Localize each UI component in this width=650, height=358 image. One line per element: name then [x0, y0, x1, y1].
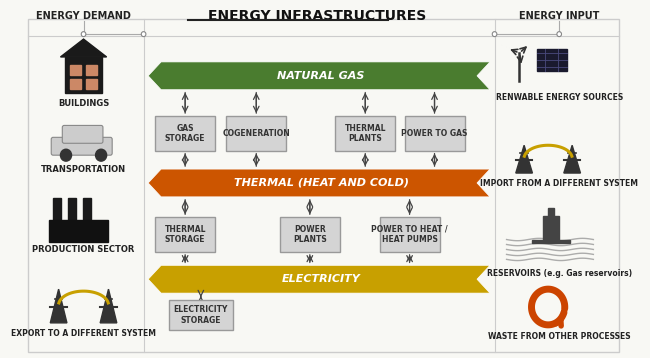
- Circle shape: [141, 32, 146, 37]
- FancyBboxPatch shape: [226, 116, 286, 151]
- FancyBboxPatch shape: [280, 217, 340, 252]
- Text: GAS
STORAGE: GAS STORAGE: [165, 124, 205, 143]
- FancyBboxPatch shape: [335, 116, 395, 151]
- Bar: [53, 198, 61, 222]
- Text: THERMAL
PLANTS: THERMAL PLANTS: [344, 124, 386, 143]
- Bar: [548, 208, 554, 218]
- Bar: [86, 79, 98, 89]
- Bar: [68, 198, 76, 222]
- Text: NATURAL GAS: NATURAL GAS: [278, 71, 365, 81]
- Text: BUILDINGS: BUILDINGS: [58, 98, 109, 108]
- Text: ELECTRICITY
STORAGE: ELECTRICITY STORAGE: [174, 305, 228, 325]
- Text: TRANSPORTATION: TRANSPORTATION: [41, 165, 126, 174]
- Text: ELECTRICITY: ELECTRICITY: [281, 274, 360, 284]
- Polygon shape: [60, 39, 107, 57]
- Circle shape: [492, 32, 497, 37]
- Text: COGENERATION: COGENERATION: [222, 129, 290, 138]
- Text: POWER TO HEAT /
HEAT PUMPS: POWER TO HEAT / HEAT PUMPS: [371, 225, 448, 244]
- Text: ENERGY INFRASTRUCTURES: ENERGY INFRASTRUCTURES: [208, 9, 426, 23]
- FancyBboxPatch shape: [404, 116, 465, 151]
- FancyBboxPatch shape: [380, 217, 439, 252]
- Polygon shape: [148, 265, 490, 293]
- Text: THERMAL (HEAT AND COLD): THERMAL (HEAT AND COLD): [233, 178, 408, 188]
- FancyBboxPatch shape: [168, 300, 233, 330]
- Text: ENERGY DEMAND: ENERGY DEMAND: [36, 11, 131, 21]
- Bar: [83, 198, 91, 222]
- Circle shape: [81, 32, 86, 37]
- Text: IMPORT FROM A DIFFERENT SYSTEM: IMPORT FROM A DIFFERENT SYSTEM: [480, 179, 638, 188]
- Circle shape: [557, 32, 562, 37]
- Polygon shape: [100, 289, 117, 323]
- Bar: [543, 216, 559, 242]
- Text: EXPORT TO A DIFFERENT SYSTEM: EXPORT TO A DIFFERENT SYSTEM: [11, 329, 156, 338]
- Bar: [70, 65, 81, 75]
- Text: WASTE FROM OTHER PROCESSES: WASTE FROM OTHER PROCESSES: [488, 332, 630, 341]
- Polygon shape: [50, 289, 67, 323]
- Bar: [537, 49, 567, 71]
- Polygon shape: [516, 145, 532, 173]
- Text: RESERVOIRS (e.g. Gas reservoirs): RESERVOIRS (e.g. Gas reservoirs): [487, 269, 632, 278]
- Text: RENWABLE ENERGY SOURCES: RENWABLE ENERGY SOURCES: [495, 93, 623, 102]
- FancyBboxPatch shape: [155, 116, 215, 151]
- Text: PRODUCTION SECTOR: PRODUCTION SECTOR: [32, 246, 135, 255]
- Bar: [70, 79, 81, 89]
- Text: POWER TO GAS: POWER TO GAS: [401, 129, 468, 138]
- Polygon shape: [65, 57, 102, 93]
- FancyBboxPatch shape: [155, 217, 215, 252]
- Polygon shape: [148, 169, 490, 197]
- Polygon shape: [564, 145, 580, 173]
- Text: THERMAL
STORAGE: THERMAL STORAGE: [164, 225, 206, 244]
- Bar: [86, 65, 98, 75]
- Bar: [532, 240, 570, 243]
- Polygon shape: [148, 62, 490, 90]
- Circle shape: [60, 149, 72, 161]
- FancyBboxPatch shape: [62, 125, 103, 143]
- Circle shape: [96, 149, 107, 161]
- FancyBboxPatch shape: [51, 137, 112, 155]
- Bar: [49, 220, 109, 242]
- Text: ENERGY INPUT: ENERGY INPUT: [519, 11, 599, 21]
- Text: POWER
PLANTS: POWER PLANTS: [293, 225, 327, 244]
